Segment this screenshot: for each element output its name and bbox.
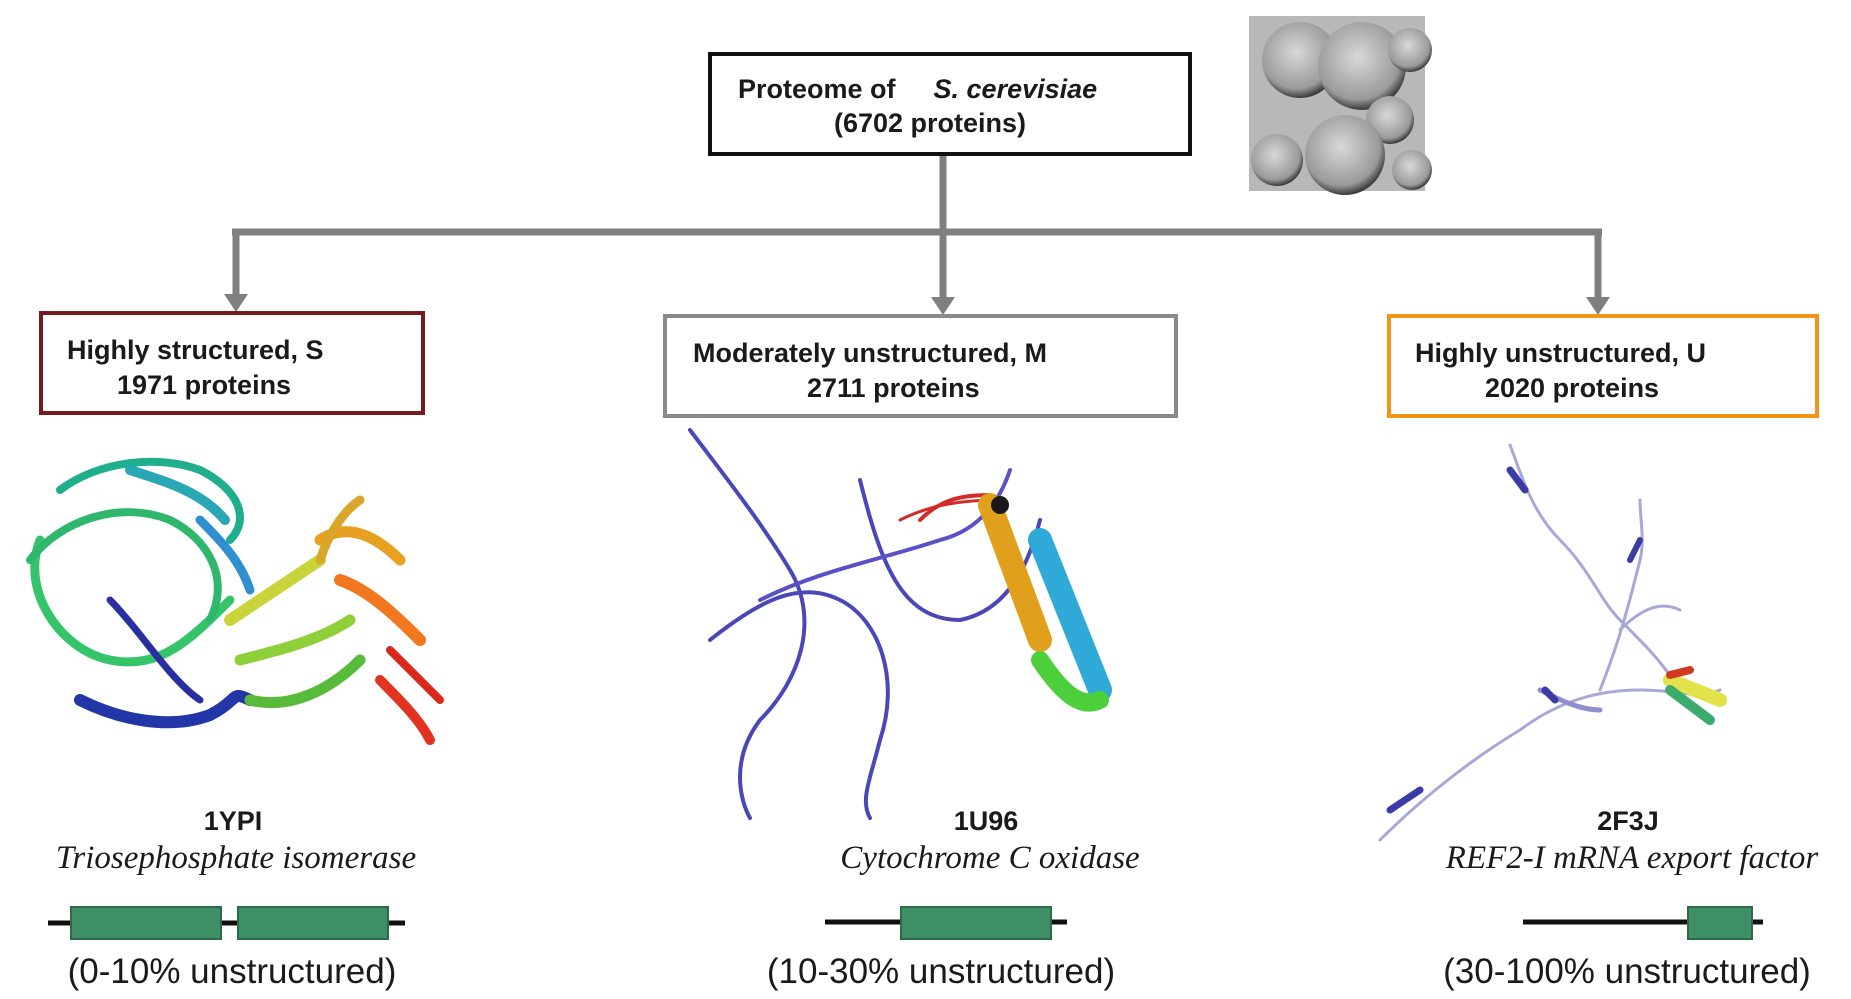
proteome-title: Proteome of S. cerevisiae <box>738 72 1097 107</box>
domain-block <box>900 906 1052 940</box>
arrowhead-u <box>1586 297 1610 315</box>
category-count: 2711 proteins <box>807 373 980 403</box>
category-count: 2020 proteins <box>1485 373 1660 403</box>
connector-arrows <box>224 232 1610 315</box>
pdb-id-1u96: 1U96 <box>953 806 1019 836</box>
unstructured-range-s: (0-10% unstructured) <box>67 952 397 991</box>
protein-name-cytochrome-c-oxidase: Cytochrome C oxidase <box>840 840 1140 876</box>
connector-lines <box>232 156 1602 236</box>
pdb-id-2f3j: 2F3J <box>1597 806 1659 836</box>
domain-block <box>1687 906 1753 940</box>
arrowhead-m <box>931 297 955 315</box>
category-box-highly-unstructured: Highly unstructured, U 2020 proteins <box>1387 314 1819 418</box>
structure-1ypi-image <box>26 457 444 745</box>
category-name: Highly unstructured, U <box>1415 338 1707 368</box>
protein-name-ref2-i: REF2-I mRNA export factor <box>1445 840 1819 876</box>
structure-1u96-image <box>688 428 1112 820</box>
domain-bar-m <box>825 906 1067 940</box>
unstructured-range-u: (30-100% unstructured) <box>1443 952 1811 991</box>
protein-name-triosephosphate-isomerase: Triosephosphate isomerase <box>55 840 417 876</box>
domain-block <box>70 906 222 940</box>
proteome-count: (6702 proteins) <box>833 108 1027 138</box>
organism-name: S. cerevisiae <box>933 74 1098 104</box>
domain-bar-u <box>1523 906 1763 940</box>
arrowhead-s <box>224 294 248 312</box>
category-name: Moderately unstructured, M <box>693 338 1048 368</box>
proteome-label: Proteome of <box>738 74 896 104</box>
pdb-id-1ypi: 1YPI <box>203 806 263 836</box>
category-box-moderately-unstructured: Moderately unstructured, M 2711 proteins <box>663 314 1178 418</box>
proteome-box: Proteome of S. cerevisiae (6702 proteins) <box>708 52 1192 156</box>
domain-bar-s <box>48 906 405 940</box>
category-box-highly-structured: Highly structured, S 1971 proteins <box>39 311 425 415</box>
category-name: Highly structured, S <box>67 335 324 365</box>
category-count: 1971 proteins <box>117 370 292 400</box>
unstructured-range-m: (10-30% unstructured) <box>766 952 1116 991</box>
structure-2f3j-image <box>1378 443 1727 842</box>
yeast-micrograph-image <box>1249 16 1432 195</box>
domain-block <box>237 906 389 940</box>
